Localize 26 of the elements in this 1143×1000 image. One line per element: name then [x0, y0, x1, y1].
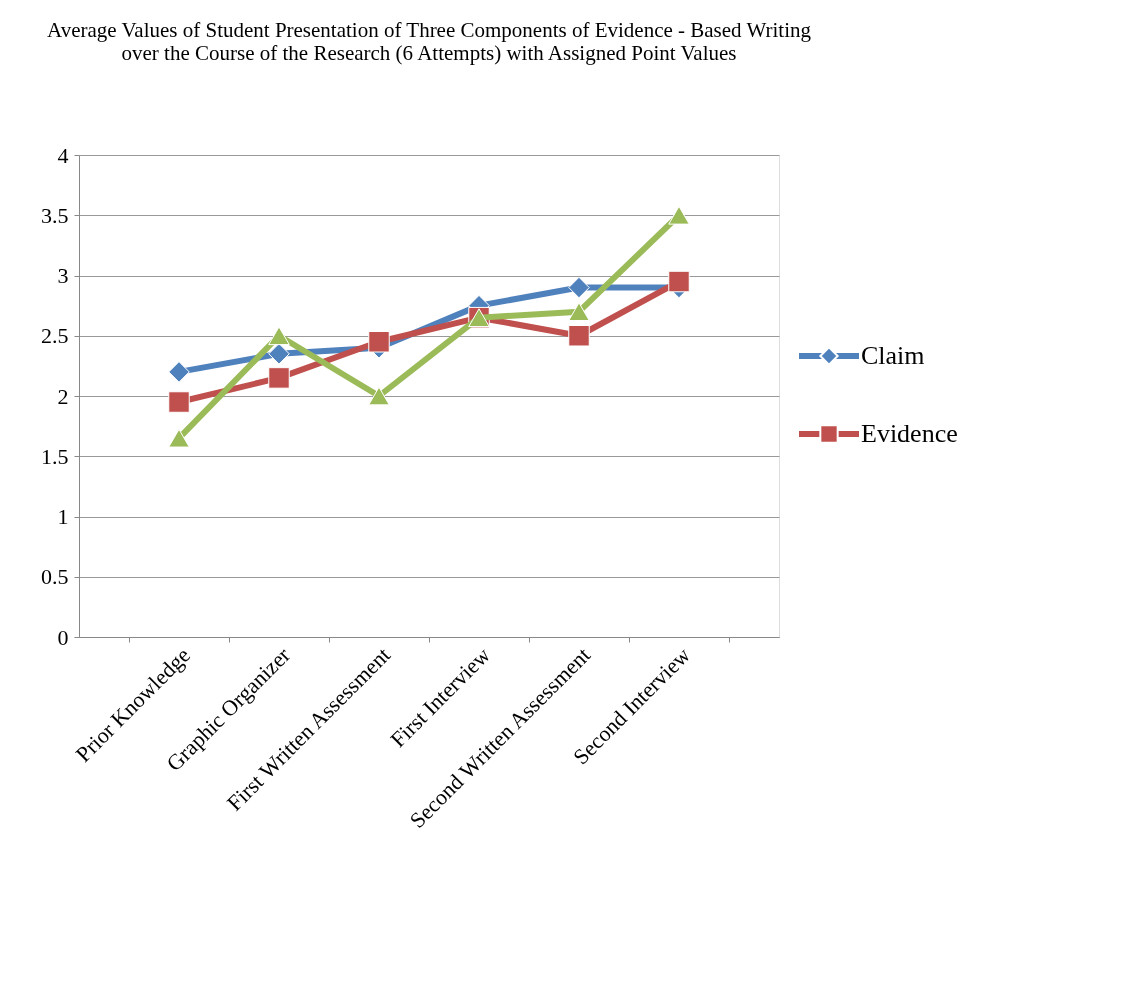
y-tick-label: 0.5 [41, 564, 69, 590]
point [368, 386, 390, 406]
point [568, 276, 590, 299]
legend-label: Claim [861, 341, 925, 370]
y-tick-label: 0 [57, 624, 69, 650]
y-tick-label: 1.5 [41, 443, 69, 469]
legend-label: Evidence [861, 419, 958, 448]
y-tick-label: 4 [57, 142, 69, 168]
y-tick-label: 3.5 [41, 202, 69, 228]
point [568, 325, 590, 347]
point [668, 205, 690, 225]
point [268, 326, 290, 346]
point [568, 302, 590, 322]
point [368, 331, 390, 353]
text: Average Values of Student Presentation of Three Components of Evidence - Based Writing [47, 18, 811, 42]
y-tick-label: 2 [57, 383, 69, 409]
y-tick-label: 3 [57, 263, 69, 288]
point [268, 343, 290, 365]
y-tick-label: 1 [57, 504, 69, 529]
y-tick-label: 2.5 [41, 323, 69, 349]
point [268, 367, 290, 389]
point [168, 361, 190, 383]
point [168, 391, 190, 413]
text: over the Course of the Research (6 Attempts) with Assigned Point Values [121, 41, 737, 65]
point [168, 428, 190, 448]
point [668, 270, 690, 293]
